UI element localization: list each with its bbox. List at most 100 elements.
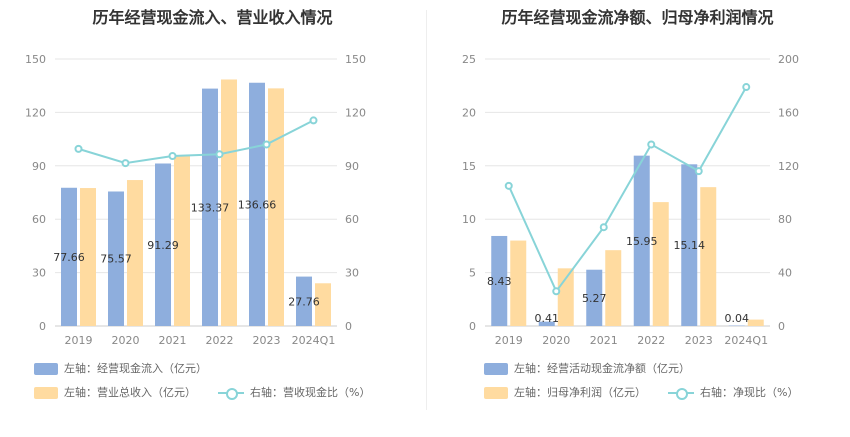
y-right-tick-label: 90 <box>345 160 359 173</box>
bar-data-label: 77.66 <box>53 251 85 264</box>
y-left-tick-label: 90 <box>32 160 46 173</box>
legend-bar1-label: 左轴：经营活动现金流净额（亿元） <box>514 362 690 375</box>
y-left-tick-label: 25 <box>462 53 476 66</box>
x-tick-label: 2022 <box>637 334 665 347</box>
y-right-tick-label: 0 <box>778 320 785 333</box>
bar-series1 <box>681 164 698 326</box>
bar-data-label: 15.95 <box>626 235 658 248</box>
bar-data-label: 27.76 <box>288 295 320 308</box>
bar-series2 <box>700 187 717 326</box>
y-left-tick-label: 0 <box>39 320 46 333</box>
line-point <box>504 181 513 190</box>
bar-series2 <box>174 156 190 326</box>
bar-series2 <box>268 88 284 327</box>
bar-series1 <box>249 82 265 326</box>
x-tick-label: 2024Q1 <box>292 334 336 347</box>
bar-series2 <box>747 319 764 326</box>
line-series3 <box>78 119 314 165</box>
bar-data-label: 0.04 <box>725 312 750 325</box>
legend-line-swatch <box>218 387 244 400</box>
right-legend-line[interactable]: 右轴：净现比（%） <box>668 384 798 400</box>
y-left-tick-label: 0 <box>469 320 476 333</box>
x-tick-label: 2022 <box>206 334 234 347</box>
x-tick-label: 2021 <box>159 334 187 347</box>
legend-line-label: 右轴：营收现金比（%） <box>250 386 371 399</box>
x-tick-label: 2020 <box>112 334 140 347</box>
y-right-tick-label: 0 <box>345 320 352 333</box>
line-point <box>121 159 130 168</box>
bar-series1 <box>108 191 124 326</box>
bar-data-label: 8.43 <box>487 275 512 288</box>
bar-data-label: 0.41 <box>535 312 560 325</box>
line-point <box>552 287 561 296</box>
left-chart-panel: 历年经营现金流入、营业收入情况 0 30 60 90 120 150 0 30 60 90 120 1… <box>25 8 370 400</box>
x-tick-label: 2023 <box>253 334 281 347</box>
line-point <box>742 83 751 92</box>
right-legend-bar1[interactable]: 左轴：经营活动现金流净额（亿元） <box>484 360 690 376</box>
legend-bar1-label: 左轴：经营现金流入（亿元） <box>64 362 207 375</box>
y-right-tick-label: 160 <box>778 106 799 119</box>
x-tick-label: 2024Q1 <box>724 334 768 347</box>
bar-series2 <box>127 180 143 326</box>
line-point <box>599 223 608 232</box>
bar-series1 <box>491 235 508 326</box>
line-point <box>215 150 224 159</box>
line-point <box>74 144 83 153</box>
legend-bar1-swatch <box>484 363 508 375</box>
line-point <box>262 140 271 149</box>
legend-bar2-swatch <box>484 387 508 399</box>
bar-data-label: 15.14 <box>674 239 706 252</box>
line-point <box>694 167 703 176</box>
y-left-tick-label: 10 <box>462 213 476 226</box>
x-tick-label: 2023 <box>685 334 713 347</box>
y-right-tick-label: 80 <box>778 213 792 226</box>
right-legend-bar2[interactable]: 左轴：归母净利润（亿元） <box>484 384 646 400</box>
right-chart-svg: 0 5 10 15 20 25 0 40 80 120 160 200 2019 2020 2021 2022… <box>462 53 799 347</box>
bar-series1 <box>155 163 171 326</box>
bar-series2 <box>510 240 527 326</box>
line-point <box>309 116 318 125</box>
left-legend-line[interactable]: 右轴：营收现金比（%） <box>218 384 370 400</box>
legend-line-swatch <box>668 387 694 400</box>
bar-series1 <box>633 155 650 326</box>
line-point <box>168 152 177 161</box>
left-legend-bar2[interactable]: 左轴：营业总收入（亿元） <box>34 384 196 400</box>
y-right-tick-label: 120 <box>345 106 366 119</box>
bar-data-label: 75.57 <box>100 253 132 266</box>
bar-series1 <box>61 187 77 326</box>
bar-data-label: 136.66 <box>238 198 277 211</box>
bar-series1 <box>202 88 218 326</box>
line-series3 <box>507 86 748 294</box>
x-tick-label: 2019 <box>65 334 93 347</box>
y-right-tick-label: 40 <box>778 267 792 280</box>
left-chart-title: 历年经营现金流入、营业收入情况 <box>92 8 333 27</box>
y-right-tick-label: 60 <box>345 213 359 226</box>
legend-line-label: 右轴：净现比（%） <box>700 386 799 399</box>
bar-series2 <box>605 250 622 326</box>
y-left-tick-label: 150 <box>25 53 46 66</box>
bar-series2 <box>80 188 96 326</box>
bar-series1 <box>538 321 555 326</box>
y-left-tick-label: 5 <box>469 267 476 280</box>
y-right-tick-label: 150 <box>345 53 366 66</box>
y-left-tick-label: 20 <box>462 106 476 119</box>
left-legend-bar1[interactable]: 左轴：经营现金流入（亿元） <box>34 360 207 376</box>
bar-data-label: 5.27 <box>582 292 607 305</box>
bar-data-label: 91.29 <box>147 239 179 252</box>
y-left-tick-label: 15 <box>462 160 476 173</box>
bar-series1 <box>296 276 312 326</box>
y-right-tick-label: 120 <box>778 160 799 173</box>
bar-series2 <box>221 79 237 326</box>
y-right-tick-label: 200 <box>778 53 799 66</box>
bar-data-label: 133.37 <box>191 201 230 214</box>
bar-series2 <box>315 283 331 326</box>
legend-bar2-label: 左轴：归母净利润（亿元） <box>514 386 646 399</box>
x-tick-label: 2019 <box>495 334 523 347</box>
x-tick-label: 2020 <box>542 334 570 347</box>
bar-series2 <box>652 202 669 326</box>
right-chart-title: 历年经营现金流净额、归母净利润情况 <box>501 8 774 27</box>
x-tick-label: 2021 <box>590 334 618 347</box>
y-left-tick-label: 60 <box>32 213 46 226</box>
right-chart-panel: 历年经营现金流净额、归母净利润情况 0 5 10 15 20 25 0 40 80 120 160 2… <box>425 0 850 437</box>
left-chart-svg: 0 30 60 90 120 150 0 30 60 90 120 150 2019 2020 2021 20… <box>25 53 366 347</box>
